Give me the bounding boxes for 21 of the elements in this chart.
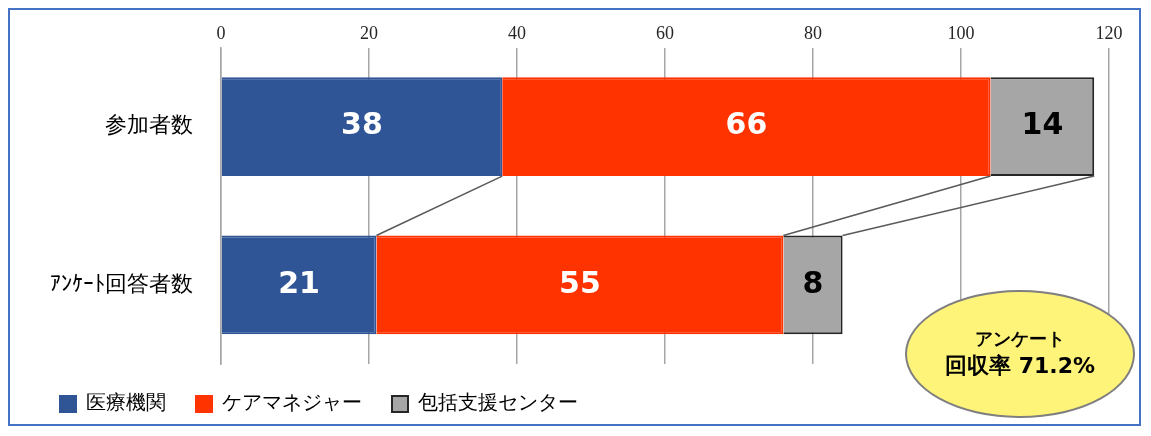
y-tick-label: 参加者数: [105, 112, 193, 138]
legend-label: 包括支援センター: [418, 390, 578, 415]
data-label: 21: [278, 264, 320, 300]
x-tick-label: 60: [656, 22, 674, 43]
data-label: 66: [725, 106, 768, 142]
x-tick-label: 20: [360, 22, 378, 43]
data-label: 38: [341, 106, 383, 142]
data-label: 55: [559, 264, 601, 300]
data-label: 14: [1021, 106, 1064, 142]
y-tick-label: ｱﾝｹｰﾄ回答者数: [50, 270, 193, 296]
data-label: 8: [802, 264, 824, 300]
x-tick-label: 100: [947, 22, 975, 43]
callout-ellipse: アンケート 回収率 71.2%: [905, 290, 1135, 418]
legend-label: 医療機関: [86, 390, 166, 415]
annotation: アンケート: [975, 327, 1065, 351]
x-tick-label: 40: [508, 22, 526, 43]
x-tick-label: 80: [804, 22, 822, 43]
legend-label: ケアマネジャー: [222, 390, 362, 415]
x-tick-label: 120: [1095, 22, 1123, 43]
x-tick-label: 0: [216, 22, 226, 43]
annotation: 回収率 71.2%: [945, 352, 1095, 380]
